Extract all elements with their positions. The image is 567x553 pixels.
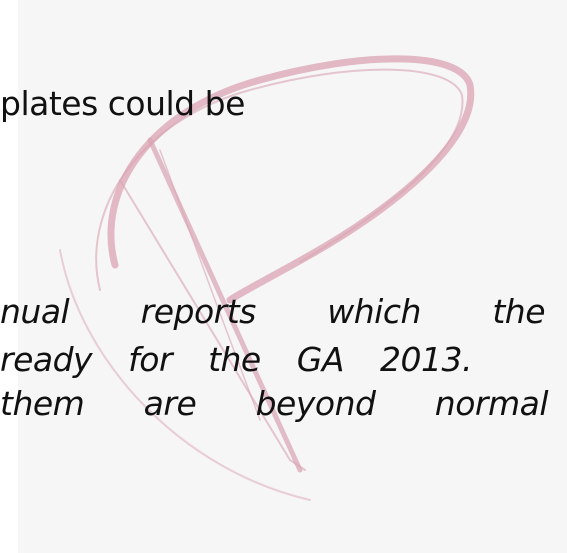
text-line: ready for the GA 2013. [0,340,472,380]
scribble-strokes [60,59,471,500]
text-line: them are beyond normal [0,384,548,424]
decorative-scribble [0,0,567,553]
text-line: nual reports which the [0,292,545,332]
text-line: plates could be [0,84,245,124]
page: plates could be nual reports which the r… [0,0,567,553]
